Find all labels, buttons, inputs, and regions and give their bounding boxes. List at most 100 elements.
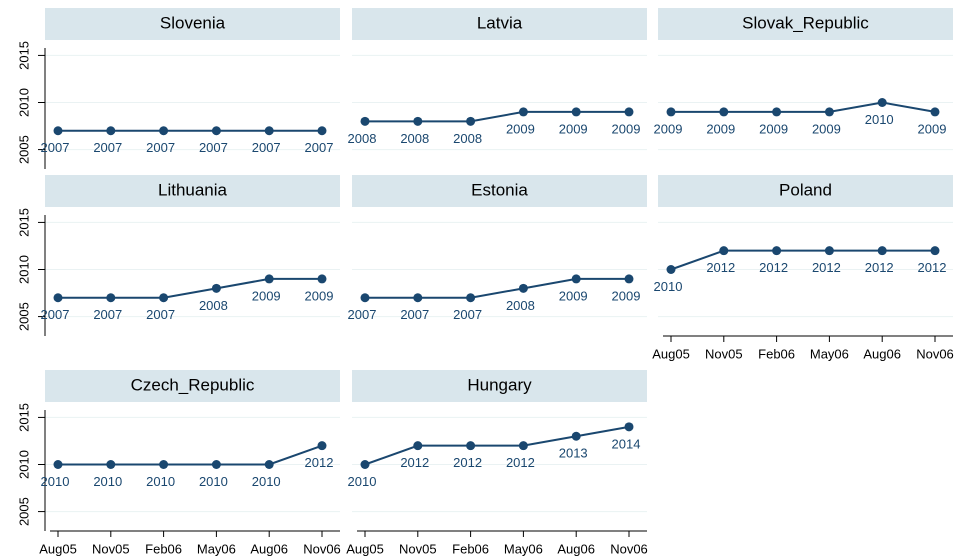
value-label: 2012 bbox=[759, 260, 788, 275]
point bbox=[877, 246, 887, 256]
value-label: 2013 bbox=[559, 446, 588, 461]
panel-title: Estonia bbox=[471, 180, 528, 199]
point bbox=[264, 460, 274, 469]
point bbox=[317, 274, 327, 284]
panel-title: Poland bbox=[779, 180, 832, 199]
x-tick-label: Nov05 bbox=[399, 541, 437, 556]
x-tick-label: Feb06 bbox=[758, 346, 795, 361]
y-tick-label: 2010 bbox=[16, 450, 31, 479]
value-label: 2009 bbox=[706, 121, 735, 136]
point bbox=[159, 126, 169, 136]
value-label: 2010 bbox=[865, 112, 894, 127]
value-label: 2007 bbox=[146, 307, 175, 322]
panel-header bbox=[658, 8, 953, 40]
y-tick-label: 2015 bbox=[16, 403, 31, 432]
series-line bbox=[365, 110, 629, 123]
point bbox=[106, 293, 116, 303]
y-tick-label: 2015 bbox=[16, 208, 31, 237]
point bbox=[666, 107, 676, 117]
series-line bbox=[58, 444, 323, 466]
x-tick-label: Nov06 bbox=[303, 541, 341, 556]
point bbox=[159, 460, 169, 469]
point bbox=[518, 283, 528, 293]
panel-title: Latvia bbox=[477, 13, 523, 32]
point bbox=[824, 246, 834, 256]
value-label: 2012 bbox=[453, 455, 482, 470]
value-label: 2007 bbox=[93, 140, 122, 155]
value-label: 2009 bbox=[812, 121, 841, 136]
point bbox=[518, 441, 528, 451]
point bbox=[53, 293, 63, 303]
value-label: 2012 bbox=[506, 455, 535, 470]
panel-title: Hungary bbox=[467, 375, 532, 394]
point bbox=[772, 107, 782, 117]
panel-title: Lithuania bbox=[158, 180, 228, 199]
x-tick-label: Aug06 bbox=[863, 346, 901, 361]
y-tick-label: 2005 bbox=[16, 135, 31, 164]
panel-title: Czech_Republic bbox=[131, 375, 255, 394]
point bbox=[518, 107, 528, 117]
panel-header bbox=[45, 8, 340, 40]
y-tick-label: 2010 bbox=[16, 255, 31, 284]
point bbox=[624, 107, 634, 117]
value-label: 2009 bbox=[305, 288, 334, 303]
point bbox=[719, 107, 729, 117]
value-label: 2009 bbox=[506, 121, 535, 136]
x-tick-label: Aug06 bbox=[250, 541, 288, 556]
x-tick-label: May06 bbox=[810, 346, 849, 361]
series-line bbox=[365, 277, 629, 299]
x-tick-label: May06 bbox=[197, 541, 236, 556]
value-label: 2008 bbox=[506, 298, 535, 313]
point bbox=[719, 246, 729, 256]
value-label: 2007 bbox=[453, 307, 482, 322]
panel-title: Slovak_Republic bbox=[742, 13, 869, 32]
point bbox=[360, 116, 370, 126]
point bbox=[317, 126, 327, 136]
point bbox=[571, 107, 581, 117]
x-tick-label: Nov06 bbox=[916, 346, 954, 361]
y-tick-label: 2005 bbox=[16, 302, 31, 331]
x-tick-label: Aug05 bbox=[39, 541, 77, 556]
point bbox=[413, 293, 423, 303]
point bbox=[211, 126, 221, 136]
panel-header bbox=[352, 175, 647, 207]
value-label: 2009 bbox=[252, 288, 281, 303]
value-label: 2008 bbox=[453, 131, 482, 146]
value-label: 2010 bbox=[654, 279, 683, 294]
panel-header bbox=[352, 8, 647, 40]
point bbox=[53, 460, 63, 469]
y-tick-label: 2010 bbox=[16, 88, 31, 117]
point bbox=[666, 265, 676, 274]
value-label: 2010 bbox=[41, 474, 70, 489]
value-label: 2009 bbox=[612, 288, 641, 303]
x-tick-label: Feb06 bbox=[452, 541, 489, 556]
point bbox=[106, 126, 116, 136]
value-label: 2012 bbox=[865, 260, 894, 275]
panel-header bbox=[45, 175, 340, 207]
x-tick-label: May06 bbox=[504, 541, 543, 556]
value-label: 2010 bbox=[348, 474, 377, 489]
series-line bbox=[58, 277, 322, 299]
y-tick-label: 2015 bbox=[16, 41, 31, 70]
point bbox=[211, 460, 221, 469]
point bbox=[877, 98, 887, 107]
series-line bbox=[670, 249, 935, 271]
point bbox=[360, 460, 370, 469]
panel-header bbox=[658, 175, 953, 207]
value-label: 2008 bbox=[400, 131, 429, 146]
point bbox=[159, 293, 169, 303]
value-label: 2010 bbox=[252, 474, 281, 489]
value-label: 2007 bbox=[41, 307, 70, 322]
value-label: 2008 bbox=[348, 131, 377, 146]
value-label: 2009 bbox=[918, 121, 947, 136]
value-label: 2012 bbox=[918, 260, 947, 275]
series-line bbox=[671, 101, 936, 113]
value-label: 2007 bbox=[305, 140, 334, 155]
point bbox=[53, 126, 63, 136]
value-label: 2012 bbox=[400, 455, 429, 470]
value-label: 2008 bbox=[199, 298, 228, 313]
value-label: 2010 bbox=[199, 474, 228, 489]
value-label: 2009 bbox=[559, 121, 588, 136]
point bbox=[930, 246, 940, 256]
value-label: 2009 bbox=[759, 121, 788, 136]
